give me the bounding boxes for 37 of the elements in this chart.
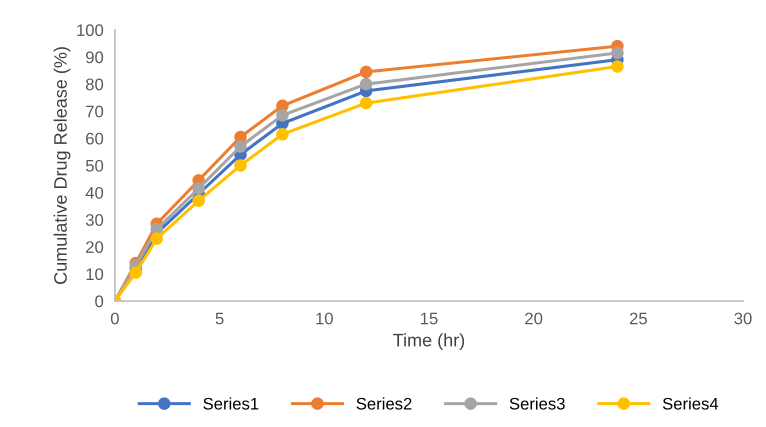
x-tick-label: 5 xyxy=(216,312,224,324)
point xyxy=(360,78,372,90)
y-tick-label: 70 xyxy=(86,106,104,118)
point xyxy=(360,96,372,110)
point xyxy=(360,66,372,78)
legend-label: Series4 xyxy=(662,397,718,410)
legend-label: Series2 xyxy=(356,397,412,410)
x-tick-label: 0 xyxy=(110,312,119,324)
point xyxy=(234,140,247,153)
x-tick-label: 25 xyxy=(630,312,647,324)
y-tick-label: 40 xyxy=(86,186,104,199)
legend-label: Series3 xyxy=(510,397,565,410)
y-tick-label: 80 xyxy=(86,78,104,90)
point xyxy=(150,232,164,245)
point xyxy=(130,266,142,279)
y-tick-label: 10 xyxy=(86,268,104,280)
y-tick-label: 60 xyxy=(86,132,104,145)
x-tick-label: 20 xyxy=(525,312,542,324)
point xyxy=(276,109,289,122)
point xyxy=(192,194,205,207)
y-tick-label: 100 xyxy=(77,24,104,36)
y-tick-label: 50 xyxy=(86,160,104,172)
y-axis-title: Cumulative Drug Release (%) xyxy=(54,47,70,284)
point xyxy=(611,46,624,60)
legend-label: Series1 xyxy=(203,397,258,410)
x-tick-label: 30 xyxy=(734,312,752,324)
y-tick-label: 30 xyxy=(86,214,104,226)
y-tick-label: 0 xyxy=(95,295,104,308)
x-tick-label: 10 xyxy=(316,312,333,324)
y-tick-label: 90 xyxy=(86,51,104,64)
point xyxy=(611,60,624,73)
point xyxy=(234,159,247,172)
x-axis-title: Time (hr) xyxy=(393,333,464,350)
point xyxy=(192,182,205,195)
x-tick-label: 15 xyxy=(420,312,438,324)
point xyxy=(276,128,289,141)
y-tick-label: 20 xyxy=(86,241,104,254)
